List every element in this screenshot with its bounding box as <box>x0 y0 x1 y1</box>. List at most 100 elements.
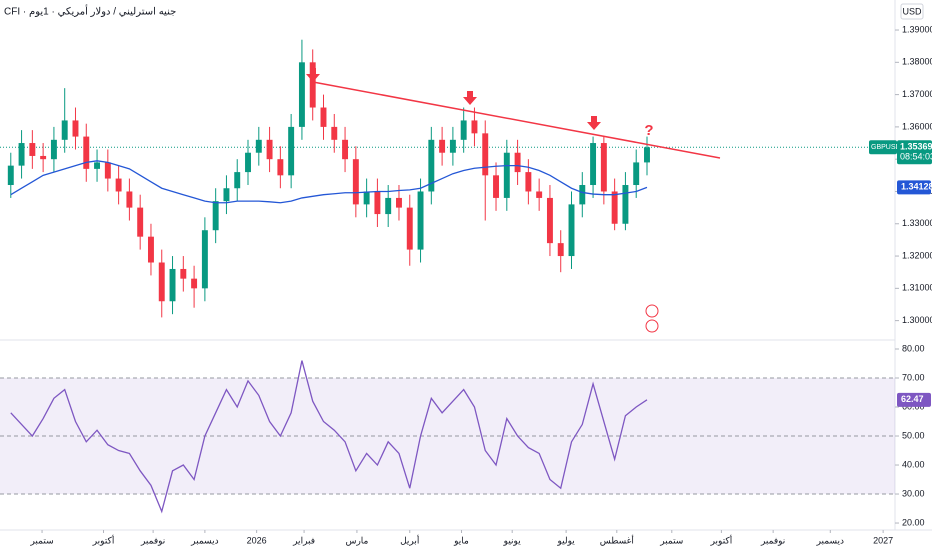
price-box <box>897 140 932 165</box>
x-tick-label: فبراير <box>292 535 315 546</box>
event-icon[interactable] <box>645 304 659 318</box>
candle-body <box>471 120 478 134</box>
y-tick-label: 1.36000 <box>902 121 932 131</box>
series-line <box>10 360 648 514</box>
price-label: 1.35369 <box>900 142 932 152</box>
event-icon[interactable] <box>645 319 659 333</box>
candle-body <box>158 262 165 302</box>
x-tick-label: أبريل <box>400 533 419 546</box>
y-tick-label: 1.30000 <box>902 315 932 325</box>
candle-body <box>137 207 144 237</box>
currency[interactable]: USD <box>902 6 922 16</box>
x-tick-label: نوفمبر <box>140 535 165 546</box>
candle-body <box>633 162 640 186</box>
candle-body <box>40 155 47 160</box>
candle-body <box>61 120 68 140</box>
x-tick-label: مارس <box>345 535 368 546</box>
candle-body <box>298 62 305 127</box>
y-tick-label: 70.00 <box>902 372 925 382</box>
candle-body <box>83 136 90 169</box>
candle-body <box>396 197 402 208</box>
candle-body <box>611 191 618 224</box>
y-tick-label: 1.32000 <box>902 250 932 260</box>
countdown-label: 08:54:03 <box>900 152 932 162</box>
candle-body <box>600 143 607 192</box>
candle-body <box>536 191 543 198</box>
candle-body <box>417 191 424 250</box>
candle-body <box>72 120 79 137</box>
candle-body <box>104 162 111 179</box>
x-tick-label: ديسمبر <box>816 535 844 546</box>
candle-body <box>223 188 230 202</box>
candle-body <box>644 147 650 163</box>
y-tick-label: 20.00 <box>902 517 925 527</box>
candle-body <box>374 191 381 215</box>
x-tick-label: يوليو <box>556 535 575 546</box>
candle-body <box>50 139 57 160</box>
candle-body <box>514 152 521 173</box>
x-tick-label: ستمبر <box>29 535 53 546</box>
arrow <box>587 116 601 130</box>
candle-body <box>309 62 316 108</box>
candle-body <box>439 139 446 153</box>
x-tick-label: 2026 <box>247 535 267 545</box>
candle-body <box>94 162 101 169</box>
candle-body <box>352 159 359 205</box>
candle-body <box>557 243 564 257</box>
annotation: ? <box>644 122 653 139</box>
candle-body <box>342 139 349 160</box>
x-tick-label: ستمبر <box>659 535 683 546</box>
x-tick-label: أغسطس <box>600 533 634 546</box>
arrow <box>463 91 477 105</box>
x-tick-label: ديسمبر <box>190 535 218 546</box>
y-tick-label: 1.37000 <box>902 89 932 99</box>
symbol-box <box>869 140 897 155</box>
candle-body <box>568 204 575 257</box>
arrow <box>306 68 320 82</box>
x-tick-label: أكتوبر <box>710 533 733 546</box>
y-tick-label: 1.33000 <box>902 218 932 228</box>
currency-box[interactable] <box>900 3 924 20</box>
x-tick-label: نوفمبر <box>760 535 785 546</box>
candle-body <box>449 139 456 153</box>
x-tick-label: يونيو <box>503 535 522 546</box>
y-tick-label: 80.00 <box>902 343 925 353</box>
last-value-label: 62.47 <box>901 394 924 404</box>
candle-body <box>18 143 25 166</box>
candle-body <box>320 107 327 127</box>
y-tick-label: 50.00 <box>902 430 925 440</box>
candle-body <box>115 178 122 192</box>
candle-body <box>180 268 187 279</box>
x-tick-label: أكتوبر <box>92 533 115 546</box>
x-tick-label: 2027 <box>873 535 893 545</box>
candle-body <box>191 278 198 289</box>
candle-body <box>482 133 489 176</box>
y-tick-label: 1.31000 <box>902 283 932 293</box>
candle-body <box>147 236 154 263</box>
x-tick-label: مايو <box>453 535 469 546</box>
candle-body <box>255 139 262 153</box>
candle-body <box>288 126 295 176</box>
candle-body <box>622 185 629 224</box>
candle-body <box>503 152 510 198</box>
candle-body <box>234 172 241 189</box>
candle-body <box>169 268 176 302</box>
y-tick-label: 1.39000 <box>902 24 932 34</box>
y-tick-label: 1.38000 <box>902 57 932 67</box>
symbol-label: GBPUSD <box>871 144 901 151</box>
candle-body <box>29 143 36 156</box>
candle-body <box>428 139 435 192</box>
last-value-box <box>897 180 931 195</box>
candle-body <box>546 197 553 244</box>
plot-layer: 1.300001.310001.320001.330001.340001.350… <box>0 24 932 546</box>
y-tick-label: 40.00 <box>902 459 925 469</box>
candle-body <box>579 185 586 205</box>
candle-body <box>406 207 413 250</box>
chart-header: CFI · جنيه استرليني / دولار أمريكي · 1يو… <box>4 5 176 18</box>
last-value-box <box>897 392 931 407</box>
candle-body <box>590 143 597 186</box>
candle-body <box>266 139 273 160</box>
candle-body <box>212 201 219 231</box>
